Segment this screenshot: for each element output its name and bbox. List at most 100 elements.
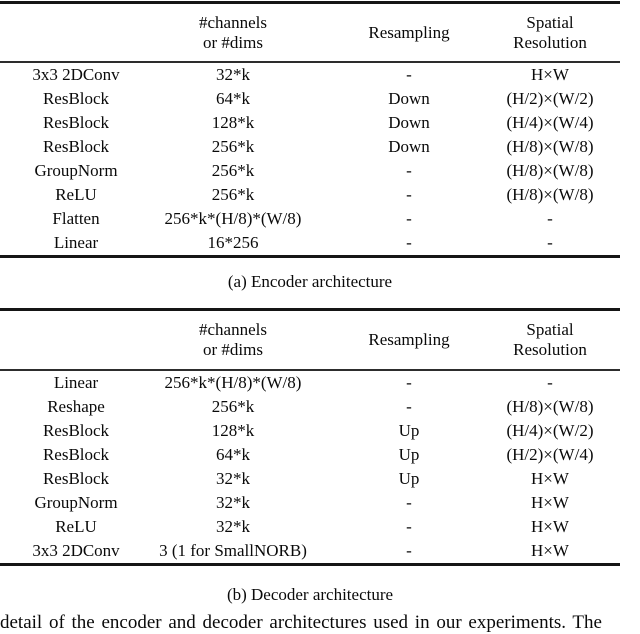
layer-name: Linear (53, 233, 99, 252)
layer-name: Flatten (52, 209, 100, 228)
layer-name: GroupNorm (34, 493, 118, 512)
layer-name: ResBlock (42, 89, 110, 108)
resampling-value: - (406, 493, 412, 512)
table-row: ResBlock 128*k Up (H/4)×(W/2) (0, 419, 620, 443)
resampling-value: - (406, 373, 412, 392)
channels-value: 16*256 (207, 233, 259, 252)
table-row: ResBlock 128*k Down (H/4)×(W/4) (0, 111, 620, 135)
spatial-resolution-value: H×W (531, 469, 569, 488)
channels-value: 256*k (211, 397, 255, 416)
channels-value: 256*k (211, 161, 255, 180)
spatial-resolution-value: (H/2)×(W/2) (506, 89, 594, 108)
channels-value: 256*k*(H/8)*(W/8) (164, 209, 302, 228)
spatial-resolution-value: (H/8)×(W/8) (506, 185, 594, 204)
table-row: Reshape 256*k - (H/8)×(W/8) (0, 395, 620, 419)
layer-name: Reshape (47, 397, 105, 416)
encoder-table: #channels or #dims Resampling Spatial Re… (0, 1, 620, 258)
encoder-header-channels: #channels or #dims (152, 13, 314, 53)
channels-value: 32*k (216, 493, 250, 512)
resampling-value: - (406, 233, 412, 252)
table-row: ReLU 256*k - (H/8)×(W/8) (0, 183, 620, 207)
decoder-header-channels: #channels or #dims (152, 320, 314, 360)
channels-value: 32*k (216, 469, 250, 488)
encoder-header-spatial: Spatial Resolution (480, 13, 620, 53)
channels-value: 3 (1 for SmallNORB) (159, 541, 307, 560)
resampling-value: - (406, 517, 412, 536)
resampling-value: Down (388, 137, 430, 156)
spatial-resolution-value: (H/2)×(W/4) (506, 445, 594, 464)
spatial-resolution-value: (H/8)×(W/8) (506, 161, 594, 180)
encoder-header-channels-line1: #channels (199, 12, 267, 32)
channels-value: 64*k (216, 445, 250, 464)
channels-value: 256*k*(H/8)*(W/8) (164, 373, 302, 392)
decoder-top-rule (0, 308, 620, 311)
resampling-value: - (406, 541, 412, 560)
resampling-value: Up (398, 421, 420, 440)
decoder-table: #channels or #dims Resampling Spatial Re… (0, 308, 620, 566)
spatial-resolution-value: - (547, 233, 553, 252)
decoder-bottom-rule (0, 563, 620, 566)
decoder-header-resampling: Resampling (368, 330, 450, 349)
encoder-header-spatial-line2: Resolution (513, 32, 587, 52)
table-row: ResBlock 32*k Up H×W (0, 467, 620, 491)
decoder-header-spatial-line2: Resolution (513, 340, 587, 359)
spatial-resolution-value: - (547, 209, 553, 228)
table-row: Linear 256*k*(H/8)*(W/8) - - (0, 371, 620, 395)
spatial-resolution-value: (H/8)×(W/8) (506, 397, 594, 416)
table-row: ResBlock 64*k Up (H/2)×(W/4) (0, 443, 620, 467)
resampling-value: - (406, 65, 412, 84)
channels-value: 128*k (211, 421, 255, 440)
decoder-header-spatial-line1: Spatial (526, 320, 574, 339)
table-row: Linear 16*256 - - (0, 231, 620, 255)
channels-value: 256*k (211, 185, 255, 204)
layer-name: Linear (53, 373, 99, 392)
resampling-value: - (406, 185, 412, 204)
table-row: 3x3 2DConv 3 (1 for SmallNORB) - H×W (0, 539, 620, 563)
spatial-resolution-value: (H/8)×(W/8) (506, 137, 594, 156)
table-row: 3x3 2DConv 32*k - H×W (0, 63, 620, 87)
encoder-mid-rule (0, 61, 620, 63)
spatial-resolution-value: H×W (531, 541, 569, 560)
spatial-resolution-value: - (547, 373, 553, 392)
cut-off-caption-text: detail of the encoder and decoder archit… (0, 612, 602, 633)
decoder-header-channels-line1: #channels (199, 320, 267, 339)
decoder-header-row: #channels or #dims Resampling Spatial Re… (0, 311, 620, 369)
channels-value: 256*k (211, 137, 255, 156)
channels-value: 32*k (216, 65, 250, 84)
encoder-bottom-rule (0, 255, 620, 258)
encoder-header-channels-line2: or #dims (203, 32, 263, 52)
decoder-mid-rule (0, 369, 620, 371)
resampling-value: Down (388, 113, 430, 132)
resampling-value: - (406, 161, 412, 180)
table-caption-b: (b) Decoder architecture (226, 585, 394, 604)
layer-name: 3x3 2DConv (32, 65, 120, 84)
channels-value: 32*k (216, 517, 250, 536)
resampling-value: - (406, 397, 412, 416)
resampling-value: - (406, 209, 412, 228)
encoder-header-row: #channels or #dims Resampling Spatial Re… (0, 4, 620, 61)
spatial-resolution-value: H×W (531, 65, 569, 84)
encoder-top-rule (0, 1, 620, 4)
encoder-header-resampling: Resampling (368, 22, 450, 42)
resampling-value: Up (398, 445, 420, 464)
table-row: GroupNorm 32*k - H×W (0, 491, 620, 515)
channels-value: 64*k (216, 89, 250, 108)
layer-name: ResBlock (42, 113, 110, 132)
encoder-header-spatial-line1: Spatial (526, 12, 574, 32)
table-row: ResBlock 64*k Down (H/2)×(W/2) (0, 87, 620, 111)
layer-name: ResBlock (42, 421, 110, 440)
resampling-value: Down (388, 89, 430, 108)
resampling-value: Up (398, 469, 420, 488)
layer-name: GroupNorm (34, 161, 118, 180)
table-row: ResBlock 256*k Down (H/8)×(W/8) (0, 135, 620, 159)
channels-value: 128*k (211, 113, 255, 132)
spatial-resolution-value: (H/4)×(W/2) (506, 421, 594, 440)
decoder-header-spatial: Spatial Resolution (480, 320, 620, 360)
table-row: GroupNorm 256*k - (H/8)×(W/8) (0, 159, 620, 183)
layer-name: ReLU (55, 517, 97, 536)
table-row: ReLU 32*k - H×W (0, 515, 620, 539)
layer-name: ResBlock (42, 469, 110, 488)
table-caption-a: (a) Encoder architecture (227, 272, 393, 291)
spatial-resolution-value: H×W (531, 493, 569, 512)
spatial-resolution-value: H×W (531, 517, 569, 536)
